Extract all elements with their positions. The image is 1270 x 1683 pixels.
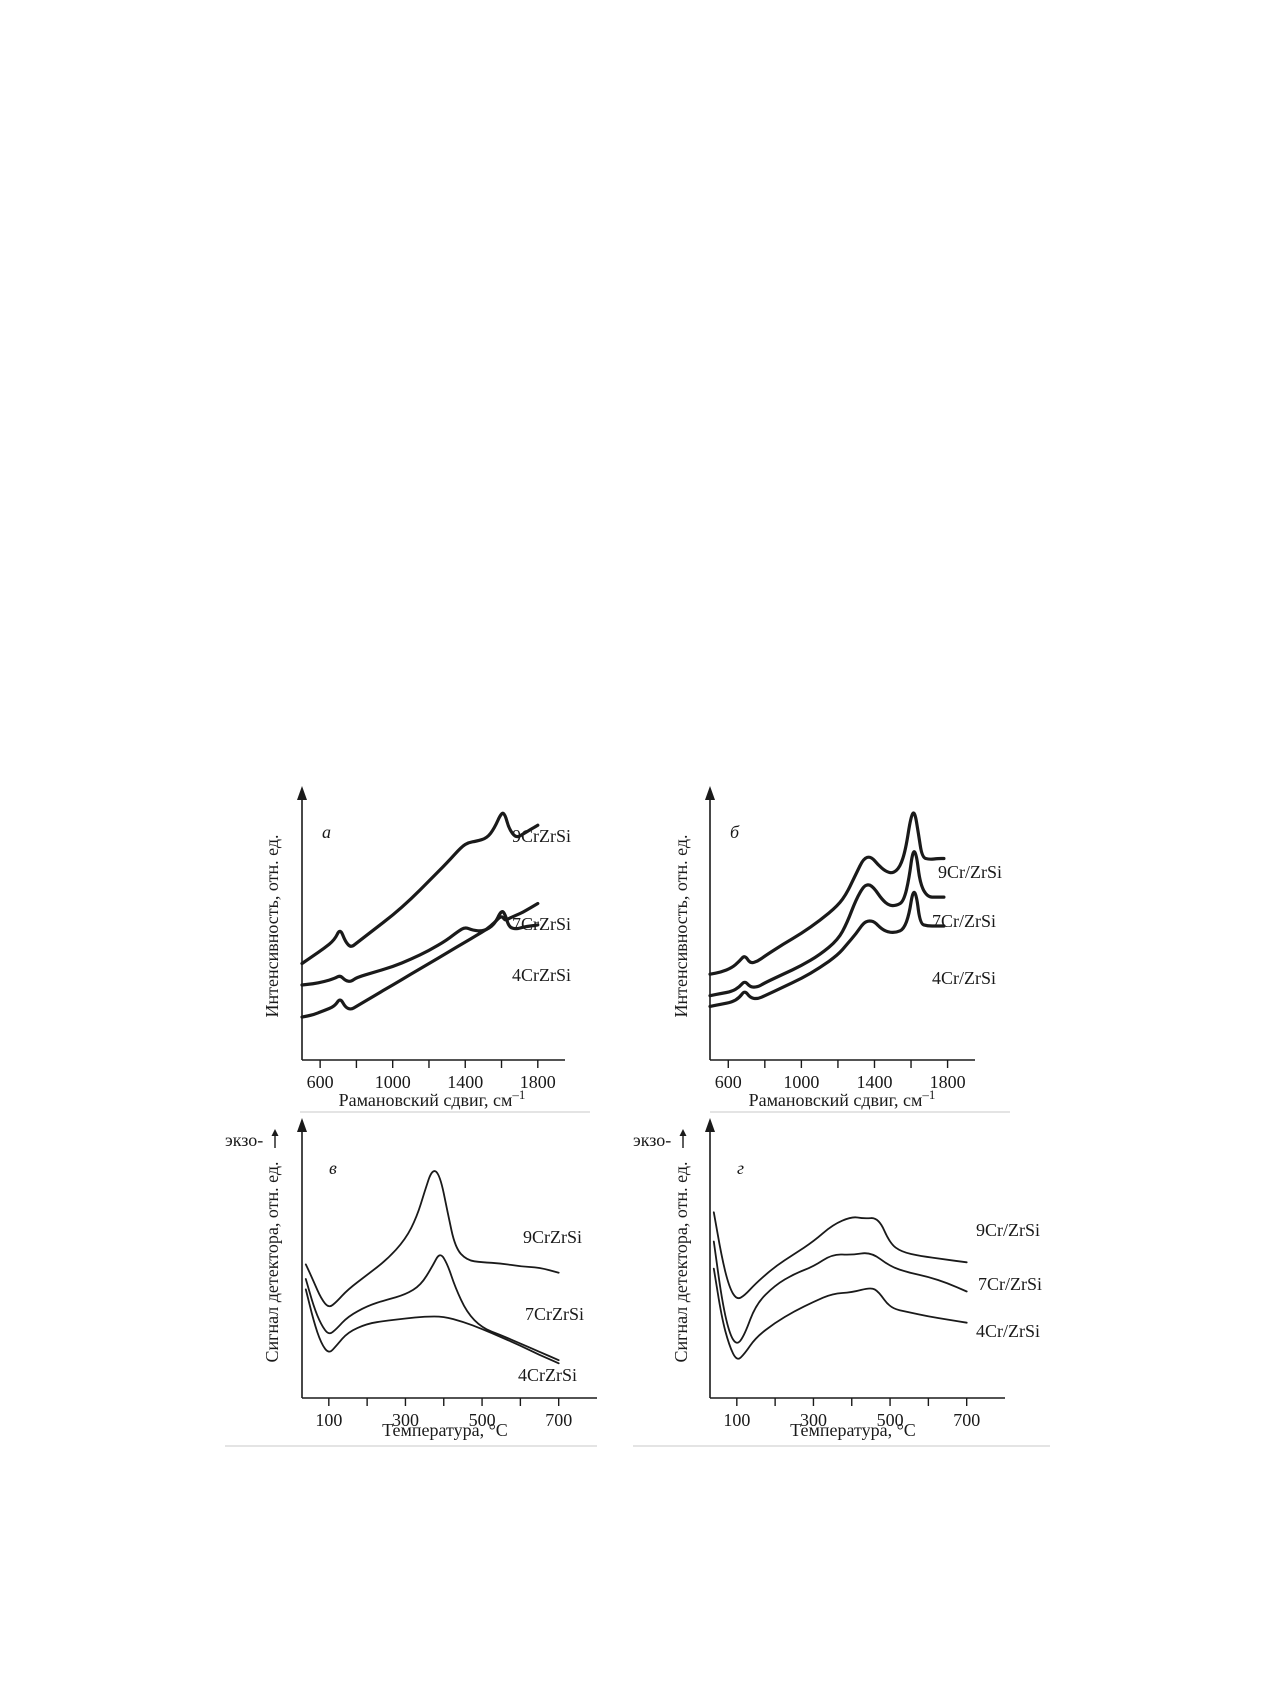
series-line-7CrZrSi [300, 910, 540, 987]
series-label: 9Cr/ZrSi [976, 1220, 1040, 1240]
x-tick-label: 1800 [930, 1072, 966, 1092]
series-line-9CrZrSi [300, 811, 540, 966]
x-axis-label: Рамановский сдвиг, см–1 [749, 1087, 936, 1110]
x-tick-label: 100 [315, 1410, 342, 1430]
series-line-9CrZrSi [304, 1170, 560, 1308]
series-label: 7CrZrSi [512, 914, 571, 934]
x-tick-label: 700 [545, 1410, 572, 1430]
x-axis-label: Рамановский сдвиг, см–1 [339, 1087, 526, 1110]
series-line-4CrZrSi [304, 1288, 560, 1365]
x-tick-label: 300 [800, 1410, 827, 1430]
panel-letter: г [737, 1158, 744, 1178]
chart-panel-v: 100 300 500 700 Температура, °С Сигнал детект… [225, 1118, 597, 1447]
x-tick-label: 1400 [856, 1072, 892, 1092]
series-line-4Cr-ZrSi [708, 890, 946, 1008]
x-tick-label: 1000 [783, 1072, 819, 1092]
series-line-7Cr-ZrSi [708, 850, 946, 998]
series-label: 9CrZrSi [512, 826, 571, 846]
series-line-9Cr-ZrSi [712, 1211, 968, 1300]
x-axis-label-unit-sup: –1 [921, 1087, 935, 1102]
x-tick-label: 100 [723, 1410, 750, 1430]
panel-letter: в [329, 1158, 337, 1178]
y-axis-arrow [297, 1118, 307, 1132]
x-tick-label: 1800 [520, 1072, 556, 1092]
x-tick-label: 300 [392, 1410, 419, 1430]
series-line-7Cr-ZrSi [712, 1240, 968, 1344]
x-tick-label: 600 [715, 1072, 742, 1092]
series-line-4CrZrSi [300, 901, 540, 1019]
y-axis-label: Интенсивность, отн. ед. [671, 834, 691, 1017]
y-axis-arrow [705, 1118, 715, 1132]
series-label: 7Cr/ZrSi [932, 911, 996, 931]
x-axis-label: Температура, °С [382, 1420, 508, 1440]
exo-arrow-head [679, 1129, 687, 1136]
y-axis-arrow [705, 786, 715, 800]
series-label: 7Cr/ZrSi [978, 1274, 1042, 1294]
exo-label: экзо- [225, 1130, 263, 1150]
x-tick-label: 500 [469, 1410, 496, 1430]
y-axis-label: Сигнал детектора, отн. ед. [262, 1161, 282, 1362]
series-line-7CrZrSi [304, 1254, 560, 1362]
chart-panel-g: 100 300 500 700 Температура, °С Сигнал детект… [633, 1118, 1050, 1447]
x-tick-label: 600 [307, 1072, 334, 1092]
x-tick-label: 1000 [375, 1072, 411, 1092]
series-label: 9CrZrSi [523, 1227, 582, 1247]
series-label: 4Cr/ZrSi [932, 968, 996, 988]
y-axis-label: Сигнал детектора, отн. ед. [671, 1161, 691, 1362]
series-label: 4Cr/ZrSi [976, 1321, 1040, 1341]
y-axis-arrow [297, 786, 307, 800]
series-line-9Cr-ZrSi [708, 811, 946, 976]
series-label: 4CrZrSi [512, 965, 571, 985]
x-tick-label: 1400 [447, 1072, 483, 1092]
x-axis-label-unit-sup: –1 [511, 1087, 525, 1102]
exo-arrow-head [271, 1129, 279, 1136]
x-tick-label: 500 [877, 1410, 904, 1430]
series-label: 9Cr/ZrSi [938, 862, 1002, 882]
series-label: 7CrZrSi [525, 1304, 584, 1324]
y-axis-label: Интенсивность, отн. ед. [262, 834, 282, 1017]
series-line-4Cr-ZrSi [712, 1267, 968, 1360]
x-tick-label: 700 [953, 1410, 980, 1430]
series-label: 4CrZrSi [518, 1365, 577, 1385]
panel-letter: а [322, 822, 331, 842]
x-axis-label: Температура, °С [790, 1420, 916, 1440]
panel-letter: б [730, 822, 740, 842]
exo-label: экзо- [633, 1130, 671, 1150]
